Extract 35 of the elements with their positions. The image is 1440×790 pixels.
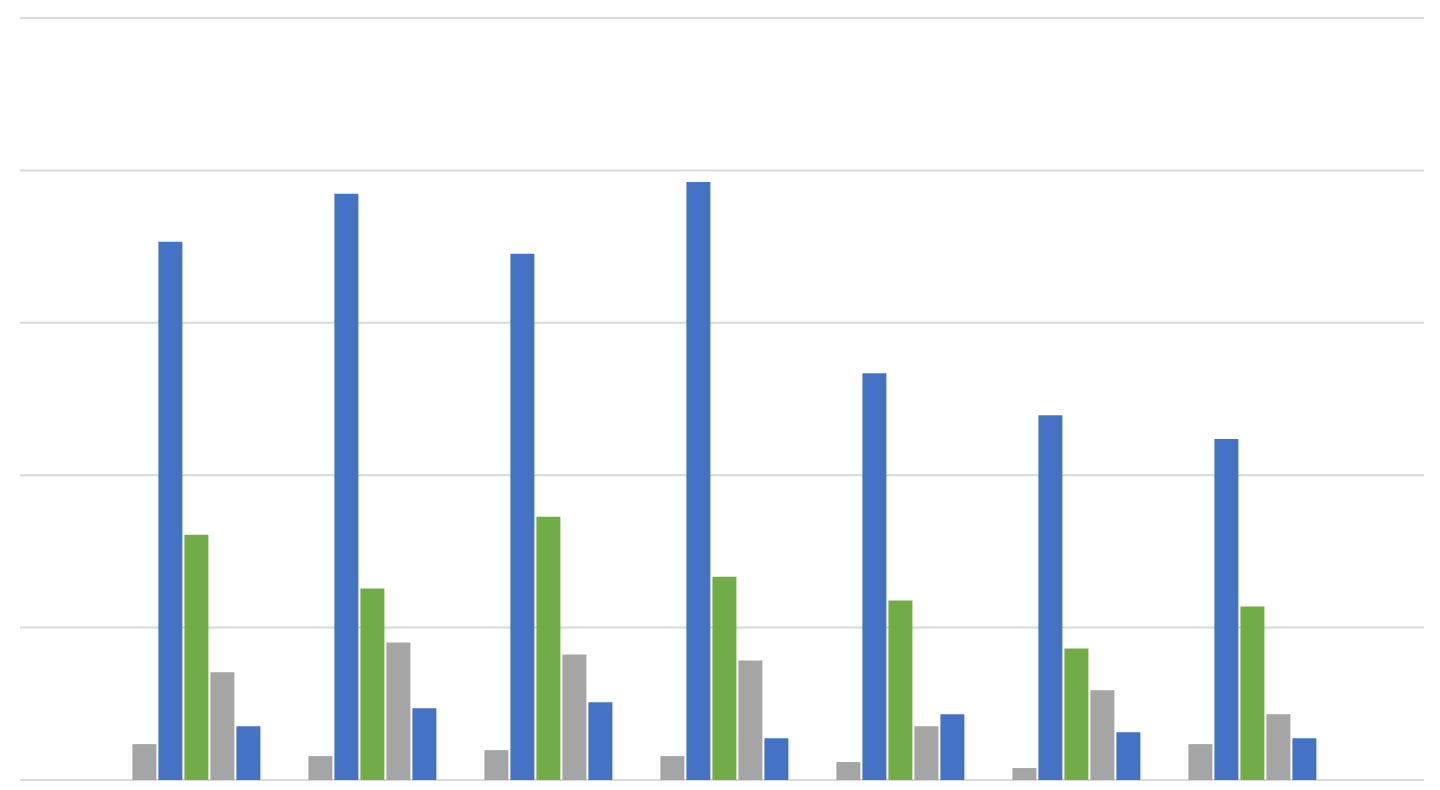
bar xyxy=(862,373,887,780)
bar xyxy=(888,600,913,780)
bar xyxy=(1064,648,1089,780)
bar xyxy=(308,756,333,780)
bar xyxy=(1266,714,1291,780)
bar xyxy=(660,756,685,780)
bar xyxy=(588,702,613,780)
bar xyxy=(536,516,561,780)
bar xyxy=(158,241,183,780)
bar xyxy=(1116,732,1141,780)
bar xyxy=(484,750,509,780)
bar xyxy=(132,744,157,780)
bar xyxy=(562,654,587,780)
bar xyxy=(386,642,411,780)
bar xyxy=(914,726,939,780)
bar xyxy=(1240,606,1265,780)
bar xyxy=(836,762,861,780)
bar xyxy=(738,660,763,780)
bar xyxy=(334,193,359,780)
bar xyxy=(210,672,235,780)
bar xyxy=(360,588,385,780)
bar xyxy=(510,253,535,780)
bar xyxy=(1188,744,1213,780)
bar xyxy=(412,708,437,780)
bar xyxy=(764,738,789,780)
bar xyxy=(1090,690,1115,780)
bar xyxy=(712,576,737,780)
bar xyxy=(1012,768,1037,780)
bar xyxy=(686,181,711,780)
bar xyxy=(184,534,209,780)
bar xyxy=(1038,415,1063,780)
bar xyxy=(940,714,965,780)
bar xyxy=(1214,439,1239,780)
bar xyxy=(1292,738,1317,780)
bar xyxy=(236,726,261,780)
